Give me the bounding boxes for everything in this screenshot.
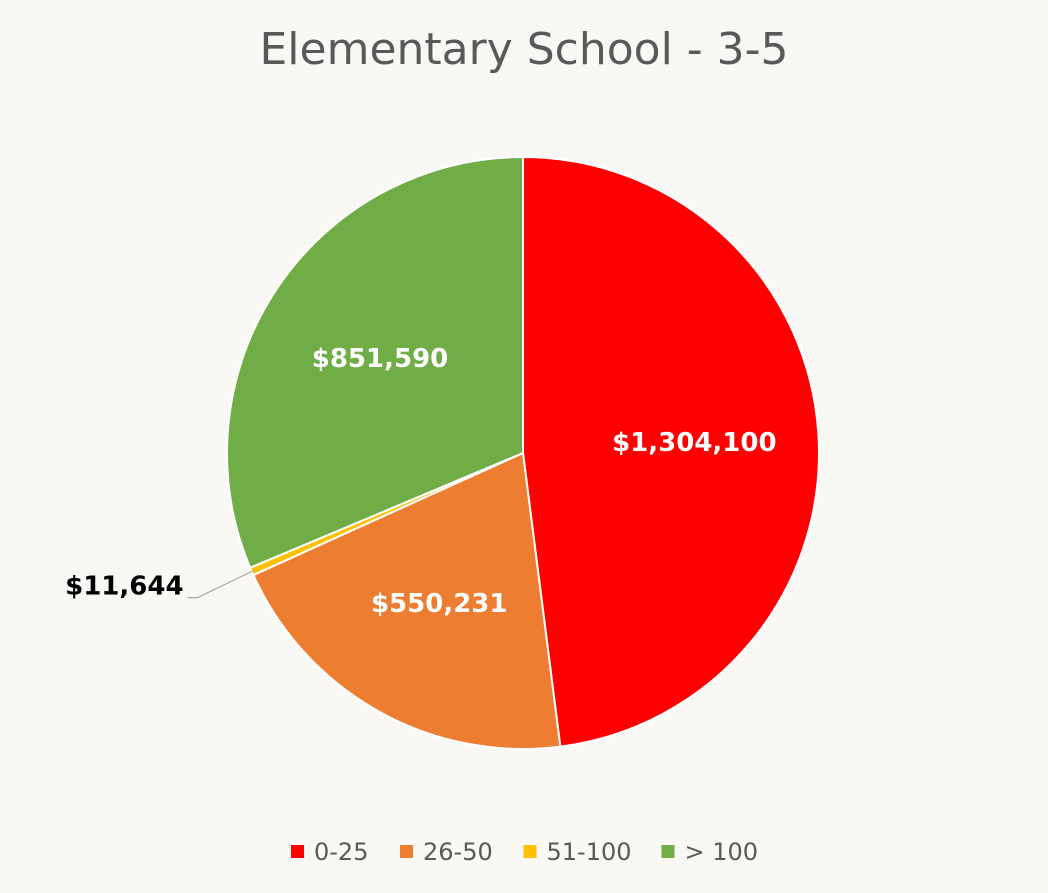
data-label-26-50: $550,231 [371, 589, 508, 619]
legend-item: 0-25 [291, 838, 368, 866]
legend-swatch [291, 845, 304, 858]
legend-item: 26-50 [400, 838, 493, 866]
pie-slices [226, 155, 820, 750]
legend: 0-25 26-50 51-100 > 100 [291, 838, 758, 866]
legend-label: > 100 [685, 838, 759, 866]
pie-slice-26-50 [252, 451, 562, 750]
pie-slice-100 [226, 155, 524, 570]
legend-label: 51-100 [547, 838, 632, 866]
pie-slice-0-25 [522, 155, 820, 748]
legend-swatch [523, 845, 537, 858]
legend-swatch [400, 845, 413, 858]
legend-label: 26-50 [423, 838, 493, 866]
data-label-0-25: $1,304,100 [612, 428, 776, 458]
leader-line [187, 570, 254, 599]
data-labels: $1,304,100 $550,231 $11,644 $851,590 [65, 344, 776, 619]
data-label-100: $851,590 [312, 344, 449, 374]
legend-item: > 100 [661, 838, 759, 866]
legend-label: 0-25 [314, 838, 368, 866]
chart-title: Elementary School - 3-5 [259, 24, 788, 75]
legend-item: 51-100 [523, 838, 632, 866]
legend-swatch [661, 845, 675, 858]
data-label-51-100: $11,644 [65, 572, 183, 602]
